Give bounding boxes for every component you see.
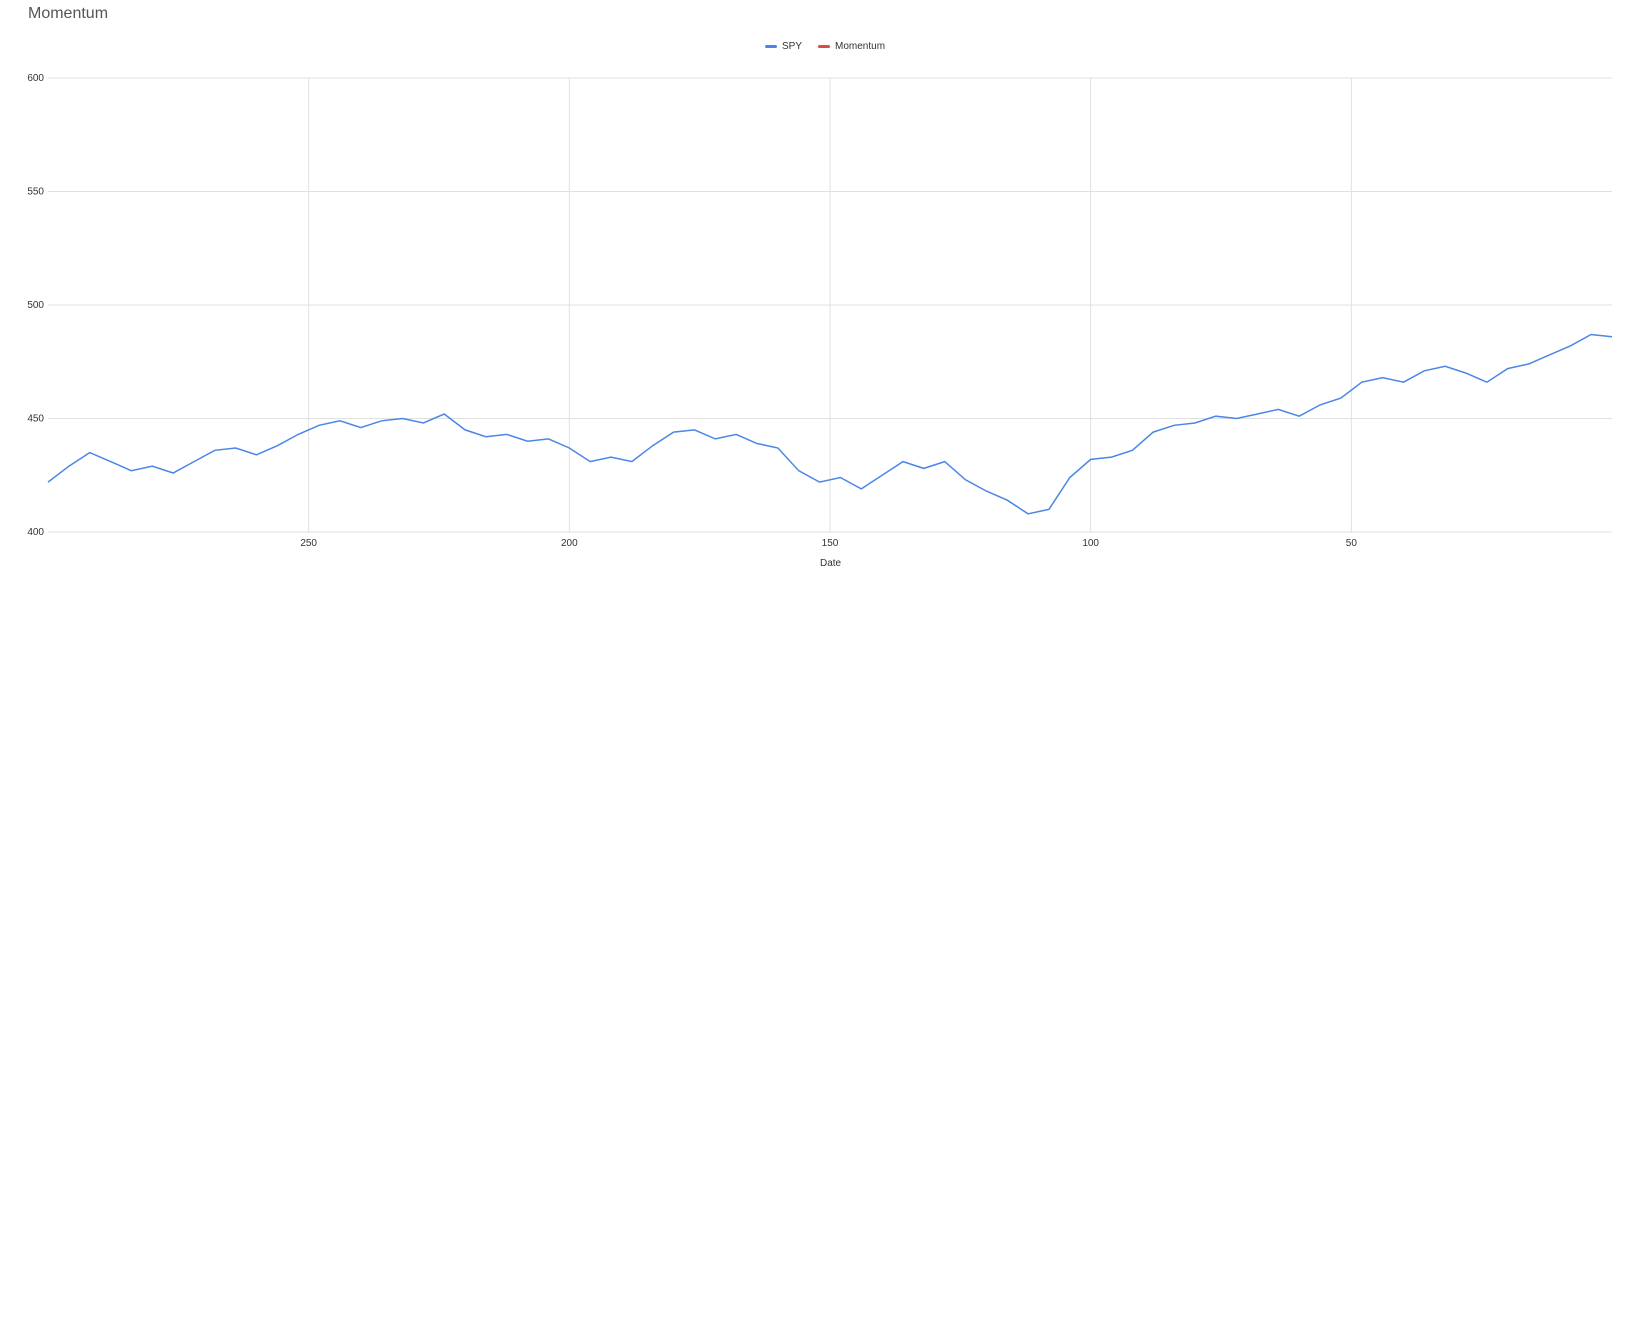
legend-label-momentum: Momentum xyxy=(835,41,886,52)
x-tick-label: 50 xyxy=(1346,538,1358,549)
legend-label-spy: SPY xyxy=(782,41,803,52)
x-axis-label: Date xyxy=(820,558,842,569)
momentum-panel: Momentum SPY Momentum 400 450 500 550 600 250… xyxy=(0,0,1643,573)
y-tick-label: 550 xyxy=(27,187,44,198)
legend-swatch-spy xyxy=(765,45,777,48)
x-tick-label: 250 xyxy=(300,538,317,549)
x-tick-label: 150 xyxy=(822,538,839,549)
legend-item-momentum: Momentum xyxy=(818,41,885,52)
y-tick-label: 500 xyxy=(27,300,44,311)
x-tick-label: 100 xyxy=(1082,538,1099,549)
chart-legend: SPY Momentum xyxy=(765,41,885,52)
chart-title: Momentum xyxy=(28,5,109,22)
x-tick-label: 200 xyxy=(561,538,578,549)
legend-swatch-momentum xyxy=(818,45,831,48)
legend-item-spy: SPY xyxy=(765,41,802,52)
series-line-spy xyxy=(47,333,1613,515)
y-tick-label: 400 xyxy=(27,527,44,538)
momentum-chart-svg: 400 450 500 550 600 250 200 150 100 50 xyxy=(27,73,1613,549)
y-tick-label: 600 xyxy=(27,73,44,84)
y-tick-label: 450 xyxy=(27,414,44,425)
